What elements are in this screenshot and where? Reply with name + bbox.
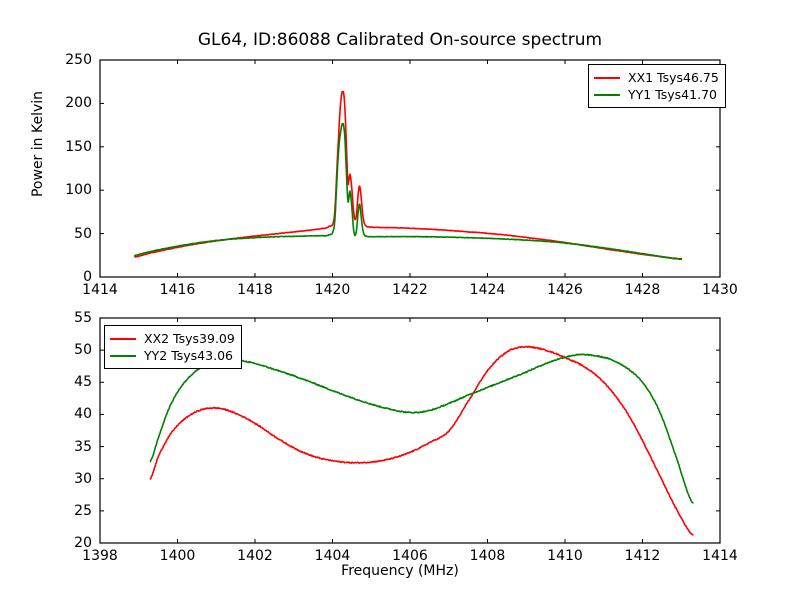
- y-tick-label: 50: [74, 342, 92, 359]
- x-axis-label: Frequency (MHz): [341, 563, 459, 579]
- y-tick-label: 45: [74, 374, 92, 391]
- x-tick-label: 1408: [469, 548, 506, 564]
- legend-item[interactable]: XX1 Tsys46.75: [594, 69, 719, 86]
- legend-item[interactable]: YY2 Tsys43.06: [110, 347, 235, 364]
- x-tick-label: 1428: [624, 282, 661, 298]
- legend-top-panel: XX1 Tsys46.75 YY1 Tsys41.70: [588, 64, 726, 108]
- x-tick-label: 1420: [314, 282, 351, 298]
- legend-swatch-yy2: [110, 354, 136, 357]
- legend-swatch-xx1: [594, 76, 620, 79]
- x-tick-label: 1410: [547, 548, 583, 564]
- x-tick-label: 1412: [624, 548, 661, 564]
- legend-label-yy1: YY1 Tsys41.70: [628, 87, 717, 102]
- y-tick-label: 150: [65, 138, 92, 155]
- x-tick-label: 1430: [702, 282, 738, 298]
- x-tick-label: 1426: [547, 282, 583, 298]
- x-tick-label: 1414: [82, 282, 118, 298]
- y-tick-label: 55: [74, 310, 92, 326]
- y-tick-label: 25: [74, 502, 92, 519]
- y-tick-label: 35: [74, 438, 92, 455]
- y-tick-label: 250: [65, 52, 92, 68]
- legend-swatch-yy1: [594, 93, 620, 96]
- x-tick-label: 1400: [159, 548, 196, 564]
- page-title: GL64, ID:86088 Calibrated On-source spec…: [197, 30, 603, 50]
- x-tick-label: 1416: [159, 282, 196, 298]
- x-tick-label: 1404: [314, 548, 351, 564]
- legend-label-xx1: XX1 Tsys46.75: [628, 70, 719, 85]
- legend-swatch-xx2: [110, 337, 136, 340]
- legend-item[interactable]: YY1 Tsys41.70: [594, 86, 719, 103]
- x-tick-label: 1402: [237, 548, 273, 564]
- legend-label-yy2: YY2 Tsys43.06: [144, 348, 233, 363]
- legend-bottom-panel: XX2 Tsys39.09 YY2 Tsys43.06: [104, 325, 242, 369]
- y-tick-label: 30: [74, 470, 92, 487]
- y-tick-label: 50: [74, 225, 92, 242]
- x-tick-label: 1418: [237, 282, 273, 298]
- x-tick-label: 1424: [469, 282, 506, 298]
- y-tick-label: 0: [83, 269, 92, 285]
- y-tick-label: 20: [74, 535, 92, 551]
- x-tick-label: 1414: [702, 548, 738, 564]
- y-tick-label: 40: [74, 406, 92, 423]
- legend-item[interactable]: XX2 Tsys39.09: [110, 330, 235, 347]
- y-tick-label: 200: [65, 95, 92, 112]
- x-tick-label: 1398: [82, 548, 118, 564]
- y-tick-label: 100: [65, 182, 92, 199]
- legend-label-xx2: XX2 Tsys39.09: [144, 331, 235, 346]
- x-tick-label: 1406: [392, 548, 428, 564]
- x-tick-label: 1422: [392, 282, 428, 298]
